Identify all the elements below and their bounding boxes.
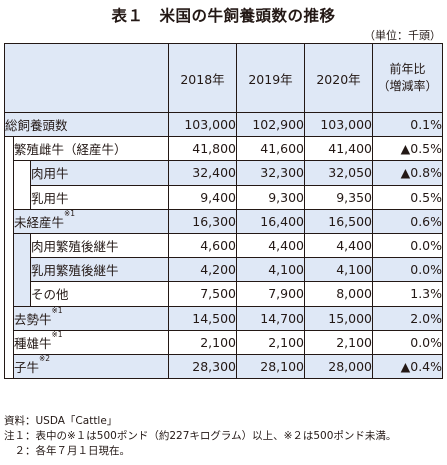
table-row: 去勢牛※1 14,500 14,700 15,000 2.0% xyxy=(5,305,444,331)
row-label: 肉用繁殖後継牛 xyxy=(29,232,170,259)
value-2020: 8,000 xyxy=(304,281,374,307)
change-value: 0.0% xyxy=(372,232,444,259)
value-2019: 102,900 xyxy=(236,111,306,138)
footnote-mark: ※1 xyxy=(51,305,63,315)
value-2020: 2,100 xyxy=(304,329,374,355)
value-2018: 32,400 xyxy=(168,160,238,186)
table-row: 肉用繁殖後継牛 4,600 4,400 4,400 0.0% xyxy=(5,232,444,307)
change-value: ▲0.8% xyxy=(372,160,444,186)
value-2018: 9,400 xyxy=(168,184,238,210)
footnote-mark: ※2 xyxy=(39,353,51,363)
unit-label: （単位：千頭） xyxy=(364,29,441,42)
table-row: 乳用繁殖後継牛 4,200 4,100 4,100 0.0% xyxy=(5,257,444,283)
table-row: 未経産牛※1 16,300 16,400 16,500 0.6% xyxy=(5,208,444,234)
footnote-1: 注１：表中の※１は500ポンド（約227キログラム）以上、※２は500ポンド未満… xyxy=(4,430,397,442)
header-change: 前年比 （増減率） xyxy=(372,43,444,113)
value-2020: 28,000 xyxy=(304,353,374,380)
footnote-mark: ※1 xyxy=(51,329,63,339)
table-row: 乳用牛 9,400 9,300 9,350 0.5% xyxy=(5,184,444,210)
indent-cell xyxy=(4,136,14,380)
change-value: 0.5% xyxy=(372,184,444,210)
value-2019: 32,300 xyxy=(236,160,306,186)
value-2020: 32,050 xyxy=(304,160,374,186)
table-title: 表１ 米国の牛飼養頭数の推移 xyxy=(111,7,336,25)
change-value: 0.0% xyxy=(372,257,444,283)
value-2019: 14,700 xyxy=(236,305,306,331)
table-row: 繁殖雌牛（経産牛） 41,800 41,600 41,400 ▲0.5% xyxy=(4,136,444,380)
table-row: 子牛※2 28,300 28,100 28,000 ▲0.4% xyxy=(5,353,444,380)
header-blank-cell xyxy=(3,43,170,113)
value-2020: 41,400 xyxy=(304,136,374,162)
value-2020: 4,400 xyxy=(304,232,374,259)
value-2020: 9,350 xyxy=(304,184,374,210)
row-label: その他 xyxy=(29,281,170,307)
header-2020: 2020年 xyxy=(304,43,374,113)
value-2018: 16,300 xyxy=(168,208,238,234)
value-2019: 4,100 xyxy=(236,257,306,283)
source-note: 資料：USDA「Cattle」 xyxy=(4,415,118,427)
row-label: 肉用牛 xyxy=(29,160,170,186)
table-row: 種雄牛※1 2,100 2,100 2,100 0.0% xyxy=(5,329,444,355)
indent-cell xyxy=(13,232,31,307)
value-2019: 41,600 xyxy=(236,136,306,162)
value-2018: 4,200 xyxy=(168,257,238,283)
value-2018: 28,300 xyxy=(168,353,238,380)
value-2019: 9,300 xyxy=(236,184,306,210)
change-value: 0.1% xyxy=(372,111,444,138)
header-row: 2018年 2019年 2020年 前年比 （増減率） xyxy=(3,43,444,113)
row-label: 乳用牛 xyxy=(29,184,170,210)
value-2018: 103,000 xyxy=(168,111,238,138)
row-label: 種雄牛※1 xyxy=(12,329,170,355)
change-value: 1.3% xyxy=(372,281,444,307)
header-change-line1: 前年比 xyxy=(389,62,426,76)
change-value: 2.0% xyxy=(372,305,444,331)
header-change-line2: （増減率） xyxy=(377,79,438,93)
value-2018: 4,600 xyxy=(168,232,238,259)
table-row: 肉用牛 32,400 32,300 32,050 ▲0.8% xyxy=(5,160,444,210)
value-2018: 14,500 xyxy=(168,305,238,331)
value-2019: 4,400 xyxy=(236,232,306,259)
footnote-mark: ※1 xyxy=(64,208,76,218)
header-2019: 2019年 xyxy=(236,43,306,113)
change-value: 0.6% xyxy=(372,208,444,234)
row-label: 去勢牛※1 xyxy=(12,305,170,331)
value-2020: 103,000 xyxy=(304,111,374,138)
footnote-2: ２：各年７月１日現在。 xyxy=(4,445,130,457)
row-label: 総飼養頭数 xyxy=(3,111,170,138)
value-2020: 16,500 xyxy=(304,208,374,234)
value-2018: 7,500 xyxy=(168,281,238,307)
value-2019: 28,100 xyxy=(236,353,306,380)
cattle-inventory-table: 2018年 2019年 2020年 前年比 （増減率） 総飼養頭数 103,00… xyxy=(3,43,444,380)
header-2018: 2018年 xyxy=(168,43,238,113)
row-label: 子牛※2 xyxy=(12,353,170,380)
row-label: 乳用繁殖後継牛 xyxy=(29,257,170,283)
footnotes: 資料：USDA「Cattle」 注１：表中の※１は500ポンド（約227キログラ… xyxy=(4,414,396,459)
value-2020: 4,100 xyxy=(304,257,374,283)
change-value: ▲0.5% xyxy=(372,136,444,162)
value-2019: 7,900 xyxy=(236,281,306,307)
value-2019: 16,400 xyxy=(236,208,306,234)
value-2018: 41,800 xyxy=(168,136,238,162)
change-value: ▲0.4% xyxy=(372,353,444,380)
row-label: 未経産牛※1 xyxy=(12,208,170,234)
row-label: 繁殖雌牛（経産牛） xyxy=(12,136,170,162)
table-row: 総飼養頭数 103,000 102,900 103,000 0.1% xyxy=(3,111,444,138)
indent-cell xyxy=(13,160,31,210)
value-2018: 2,100 xyxy=(168,329,238,355)
value-2019: 2,100 xyxy=(236,329,306,355)
change-value: 0.0% xyxy=(372,329,444,355)
value-2020: 15,000 xyxy=(304,305,374,331)
table-row: その他 7,500 7,900 8,000 1.3% xyxy=(5,281,444,307)
